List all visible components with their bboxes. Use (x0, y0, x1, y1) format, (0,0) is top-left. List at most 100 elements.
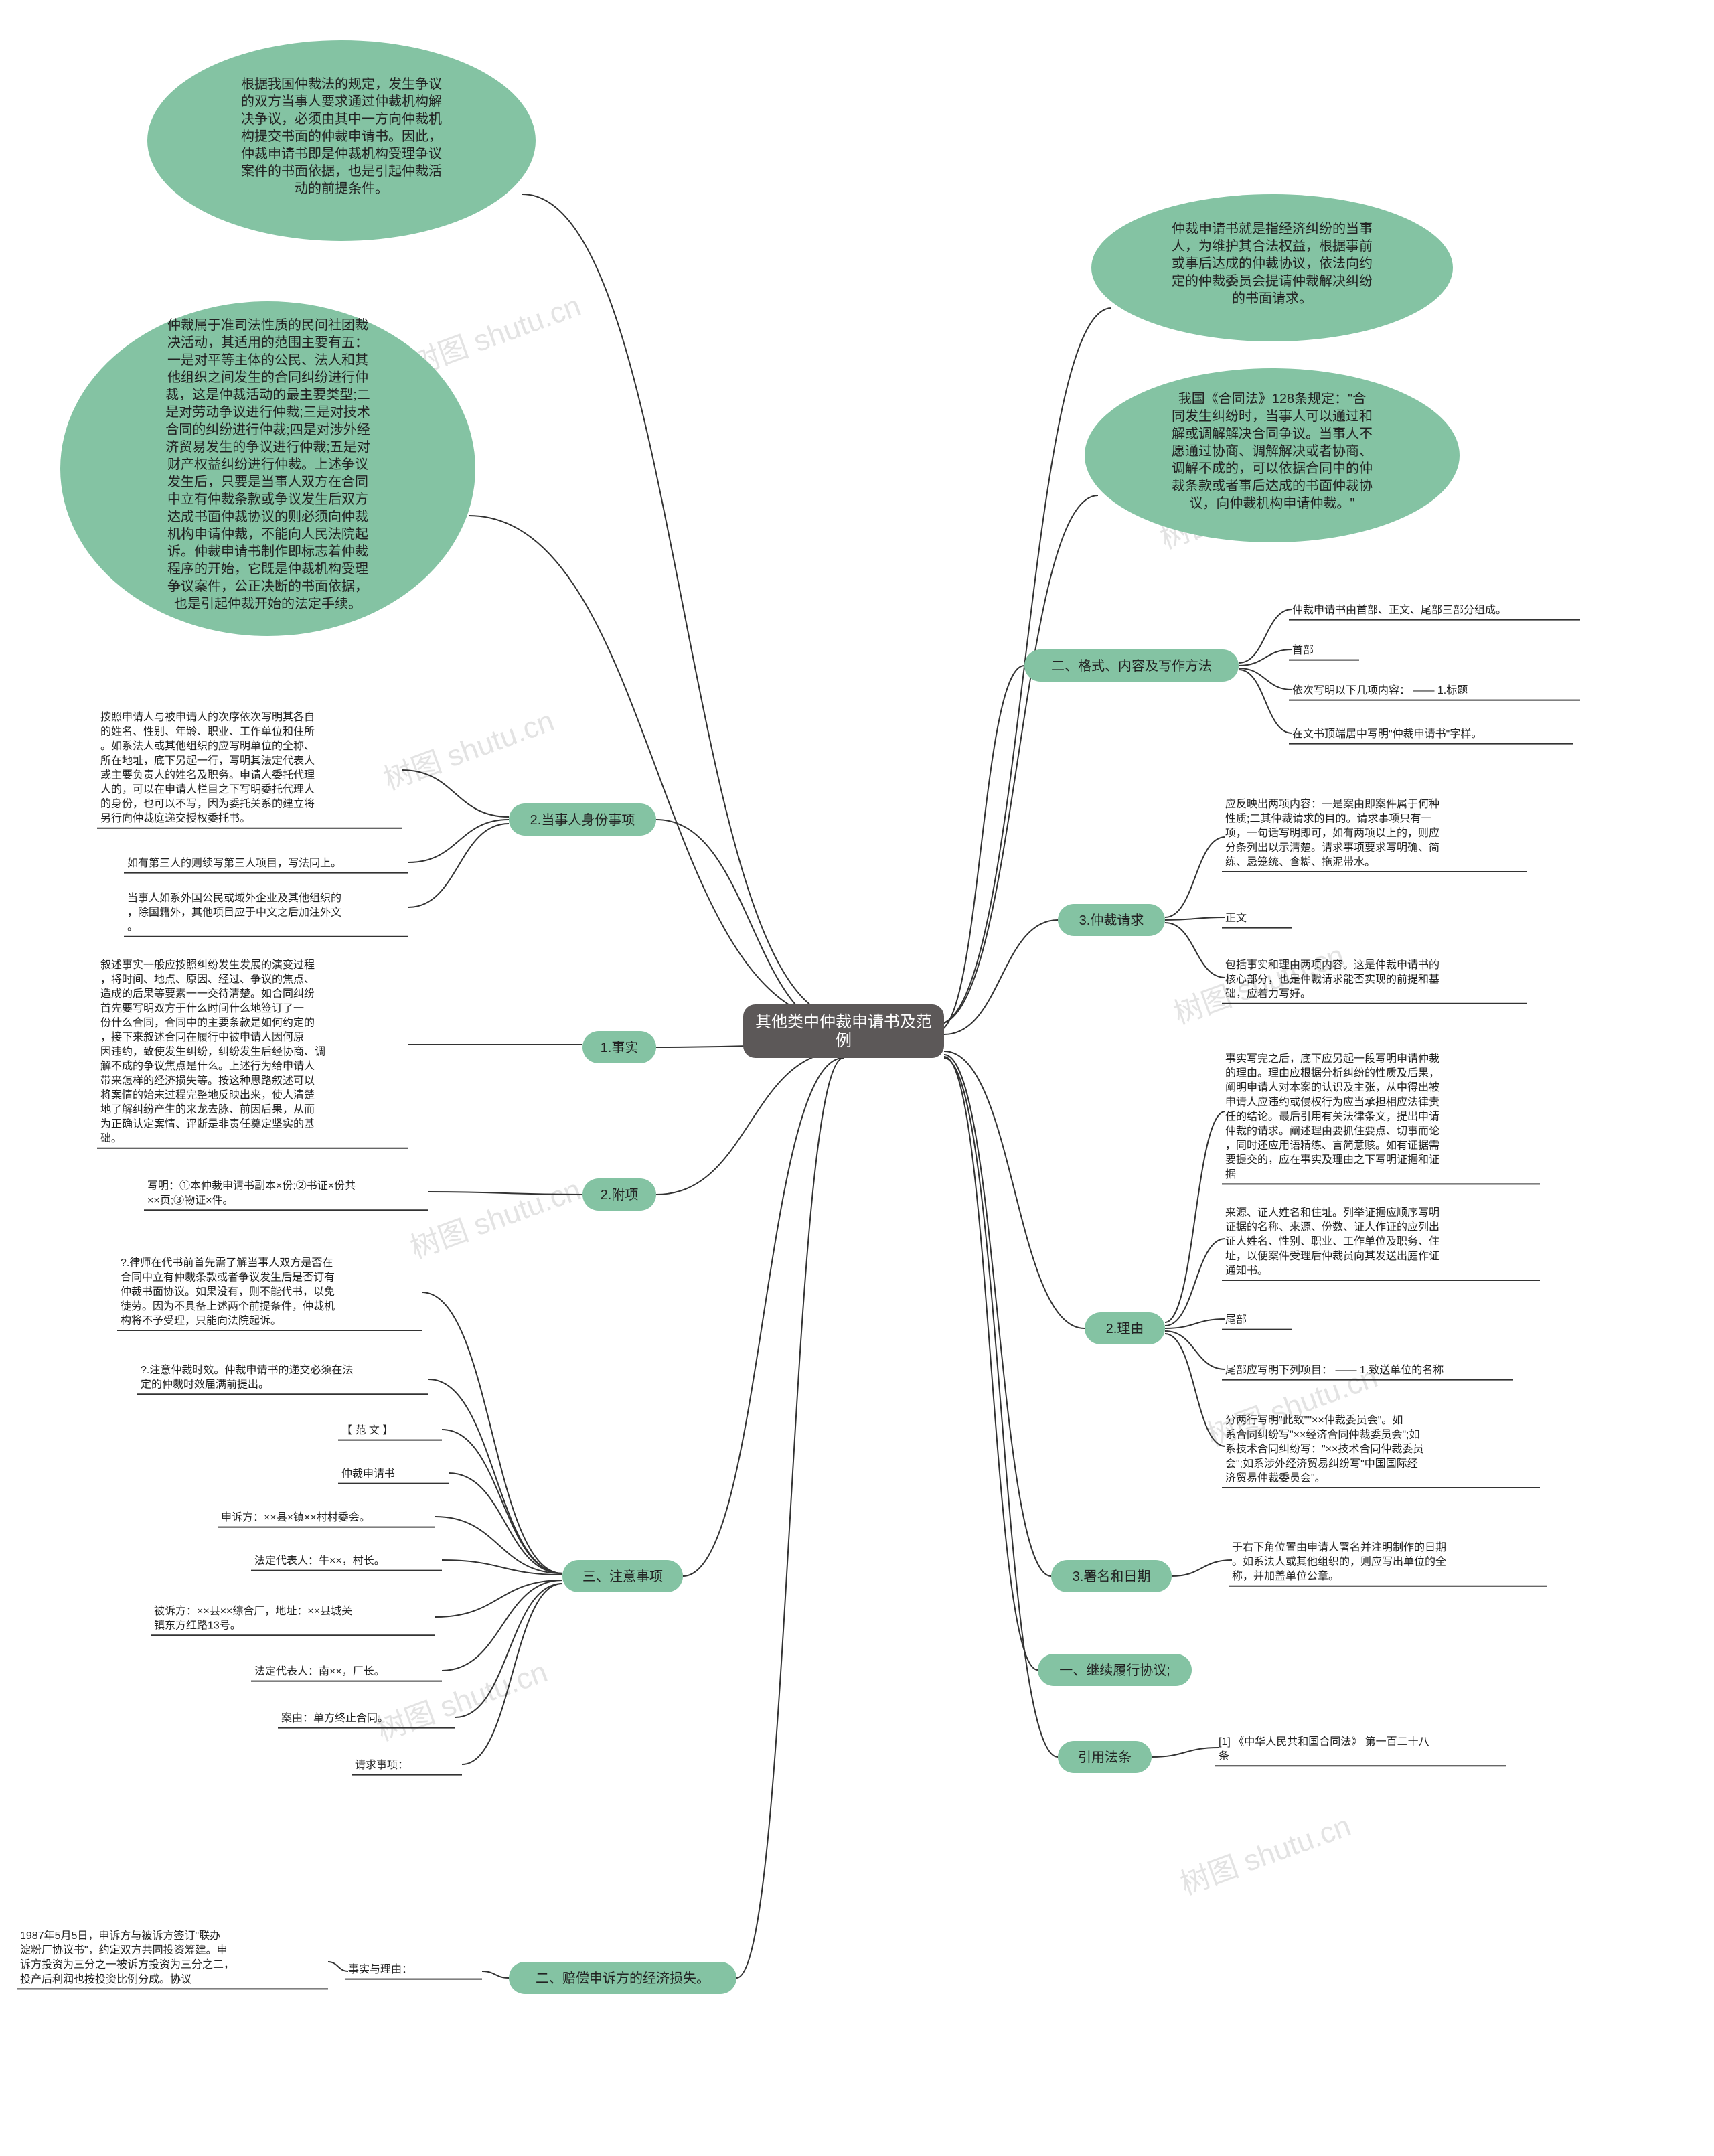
node-text: 发生后，只要是当事人双方在合同 (167, 474, 368, 489)
node-text: 仲裁属于准司法性质的民间社团裁 (167, 317, 368, 333)
leaf-text: 性质;二其仲裁请求的目的。请求事项只有一 (1225, 813, 1431, 825)
node-text: 程序的开始，它既是仲裁机构受理 (167, 561, 368, 576)
leaf-text: 项，一句话写明即可，如有两项以上的，则应 (1225, 826, 1439, 839)
leaf-text: 地了解纠纷产生的来龙去脉、前因后果，从而 (100, 1103, 315, 1115)
node-text: 同发生纠纷时，当事人可以通过和 (1172, 408, 1373, 424)
leaf-text: 系合同纠纷写"××经济合同仲裁委员会";如 (1225, 1429, 1420, 1441)
leaf-text: 尾部 (1225, 1314, 1247, 1326)
leaf-text: 分条列出以示清楚。请求事项要求写明确、简 (1225, 842, 1439, 854)
leaf-text: 。如系法人或其他组织的，则应写出单位的全 (1232, 1555, 1446, 1568)
leaf-text: 据 (1225, 1168, 1236, 1180)
leaf-text: 练、忌笼统、含糊、拖泥带水。 (1225, 856, 1375, 868)
leaf-text: 来源、证人姓名和住址。列举证据应顺序写明 (1225, 1206, 1439, 1219)
leaf-text: 包括事实和理由两项内容。这是仲裁申请书的 (1225, 959, 1439, 971)
leaf-text: 。 (127, 921, 138, 933)
leaf-text: 徒劳。因为不具备上述两个前提条件，仲裁机 (121, 1300, 335, 1312)
leaf-text: 会";如系涉外经济贸易纠纷写"中国国际经 (1225, 1458, 1418, 1470)
center-label: 例 (836, 1032, 852, 1050)
node-label: 2.附项 (601, 1187, 639, 1203)
leaf-text: 当事人如系外国公民或域外企业及其他组织的 (127, 892, 341, 904)
leaf-text: 镇东方红路13号。 (154, 1620, 241, 1632)
node-text: 仲裁申请书即是仲裁机构受理争议 (241, 146, 442, 161)
leaf-text: 尾部应写明下列项目： —— 1.致送单位的名称 (1225, 1363, 1444, 1376)
leaf-text: ，接下来叙述合同在履行中被申请人因何原 (100, 1031, 304, 1043)
node-label: 3.仲裁请求 (1079, 913, 1144, 928)
leaf-text: 被诉方：××县××综合厂，地址：××县城关 (154, 1605, 352, 1617)
node-text: 决活动，其适用的范围主要有五： (167, 335, 368, 350)
center-label: 其他类中仲裁申请书及范 (755, 1013, 932, 1031)
leaf-text: 证人姓名、性别、职业、工作单位及职务、住 (1225, 1235, 1439, 1247)
leaf-text: 淀粉厂协议书"，约定双方共同投资筹建。申 (20, 1944, 228, 1956)
leaf-text: 首部 (1292, 644, 1314, 656)
leaf-text: ，除国籍外，其他项目应于中文之后加注外文 (127, 906, 341, 919)
node-text: 解或调解解决合同争议。当事人不 (1172, 426, 1373, 441)
node-text: 议，向仲裁机构申请仲裁。" (1189, 495, 1354, 511)
leaf-text: 1987年5月5日，申诉方与被诉方签订"联办 (20, 1930, 220, 1942)
leaf-text: 任的结论。最后引用有关法律条文，提出申请 (1225, 1110, 1439, 1122)
leaf-text: ?.注意仲裁时效。仲裁申请书的递交必须在法 (141, 1363, 353, 1376)
leaf-text: 法定代表人：南××，厂长。 (254, 1665, 385, 1677)
leaf-text: 或主要负责人的姓名及职务。申请人委托代理 (100, 769, 315, 781)
node-text: 调解不成的，可以依据合同中的仲 (1172, 461, 1373, 476)
leaf-text: 事实与理由： (348, 1963, 412, 1975)
leaf-text: 仲裁的请求。阐述理由要抓住要点、切事而论 (1225, 1125, 1439, 1137)
node-text: 构提交书面的仲裁申请书。因此， (241, 129, 442, 144)
leaf-text: 。如系法人或其他组织的应写明单位的全称、 (100, 739, 315, 752)
leaf-text: 于右下角位置由申请人署名并注明制作的日期 (1232, 1541, 1446, 1553)
node-label: 引用法条 (1078, 1750, 1132, 1765)
node-text: 中立有仲裁条款或争议发生后双方 (167, 491, 368, 507)
center-node (743, 1004, 944, 1058)
node-text: 我国《合同法》128条规定："合 (1178, 391, 1366, 406)
leaf-text: 称，并加盖单位公章。 (1232, 1570, 1339, 1582)
leaf-text: 事实写完之后，底下应另起一段写明申请仲裁 (1225, 1052, 1439, 1065)
node-text: 济贸易发生的争议进行仲裁;五是对 (165, 439, 370, 455)
leaf-text: 仲裁申请书由首部、正文、尾部三部分组成。 (1292, 604, 1506, 616)
leaf-text: 带来怎样的经济损失等。按这种思路叙述可以 (100, 1075, 315, 1087)
node-label: 1.事实 (601, 1040, 639, 1055)
node-text: 裁条款或者事后达成的书面仲裁协 (1172, 478, 1373, 493)
leaf-text: 人的，可以在申请人栏目之下写明委托代理人 (100, 783, 315, 795)
node-label: 2.当事人身份事项 (530, 812, 635, 828)
leaf-text: 法定代表人：牛××，村长。 (254, 1555, 385, 1567)
leaf-text: 阐明申请人对本案的认识及主张，从中得出被 (1225, 1081, 1439, 1093)
leaf-text: 定的仲裁时效届满前提出。 (141, 1379, 269, 1391)
leaf-text: 投产后利润也按投资比例分成。协议 (20, 1973, 191, 1985)
node-text: 的双方当事人要求通过仲裁机构解 (241, 94, 442, 109)
leaf-text: 申诉方：××县×镇××村村委会。 (221, 1511, 370, 1523)
node-label: 2.理由 (1106, 1321, 1144, 1336)
leaf-text: 造成的后果等要素一一交待清楚。如合同纠纷 (100, 988, 315, 1000)
leaf-text: 请求事项： (355, 1759, 408, 1771)
leaf-text: 通知书。 (1225, 1264, 1268, 1276)
leaf-text: 仲裁书面协议。如果没有，则不能代书，以免 (121, 1286, 335, 1298)
leaf-text: ?.律师在代书前首先需了解当事人双方是否在 (121, 1257, 333, 1269)
node-text: 仲裁申请书就是指经济纠纷的当事 (1172, 221, 1373, 236)
mindmap-canvas: 树图 shutu.cn树图 shutu.cn树图 shutu.cn树图 shut… (0, 0, 1714, 2156)
leaf-text: 构将不予受理，只能向法院起诉。 (121, 1314, 281, 1326)
node-text: 他组织之间发生的合同纠纷进行仲 (167, 370, 368, 385)
node-text: 定的仲裁委员会提请仲裁解决纠纷 (1172, 273, 1373, 289)
leaf-text: 【 范 文 】 (341, 1424, 393, 1436)
leaf-text: 础，应着力写好。 (1225, 987, 1311, 1000)
leaf-text: ××页;③物证×件。 (147, 1195, 233, 1207)
node-text: 达成书面仲裁协议的则必须向仲裁 (167, 509, 368, 524)
node-text: 争议案件，公正决断的书面依据， (167, 579, 368, 594)
leaf-text: 因违约，致使发生纠纷，纠纷发生后经协商、调 (100, 1046, 325, 1058)
node-label: 3.署名和日期 (1073, 1569, 1151, 1584)
leaf-text: 另行向仲裁庭递交授权委托书。 (100, 812, 250, 824)
node-text: 决争议，必须由其中一方向仲裁机 (241, 111, 442, 127)
node-text: 人，为维护其合法权益，根据事前 (1172, 238, 1373, 254)
leaf-text: 应反映出两项内容：一是案由即案件属于何种 (1225, 797, 1439, 810)
leaf-text: 正文 (1225, 912, 1247, 924)
leaf-text: 济贸易仲裁委员会"。 (1225, 1472, 1326, 1484)
leaf-text: 将案情的始末过程完整地反映出来，使人清楚 (100, 1089, 315, 1101)
leaf-text: 系技术合同纠纷写："××技术合同仲裁委员 (1225, 1443, 1423, 1455)
leaf-text: ，将时间、地点、原因、经过、争议的焦点、 (100, 974, 315, 986)
leaf-text: 首先要写明双方于什么时间什么地签订了一 (100, 1002, 304, 1014)
node-text: 或事后达成的仲裁协议，依法向约 (1172, 256, 1373, 271)
leaf-text: 的身份，也可以不写，因为委托关系的建立将 (100, 798, 315, 810)
node-text: 诉。仲裁申请书制作即标志着仲裁 (167, 544, 368, 559)
leaf-text: 证据的名称、来源、份数、证人作证的应列出 (1225, 1221, 1439, 1233)
leaf-text: 份什么合同，合同中的主要条款是如何约定的 (100, 1016, 315, 1028)
leaf-text: 合同中立有仲裁条款或者争议发生后是否订有 (121, 1272, 335, 1284)
node-text: 愿通过协商、调解解决或者协商、 (1172, 443, 1373, 459)
